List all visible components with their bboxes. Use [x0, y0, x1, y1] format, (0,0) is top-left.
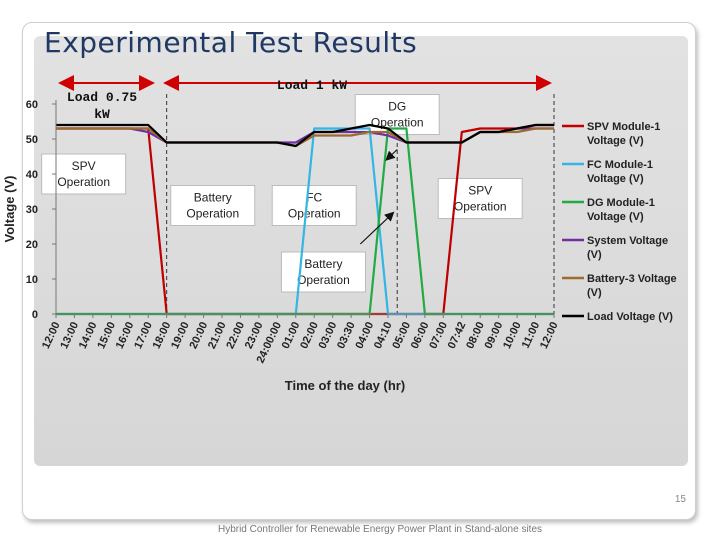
operation-label: Operation	[371, 116, 424, 130]
operation-box	[280, 251, 366, 293]
operation-label: Battery	[304, 257, 342, 271]
legend-label: Battery-3 Voltage	[587, 273, 677, 285]
load-label: Load 0.75	[67, 90, 137, 105]
operation-label: Operation	[288, 207, 341, 221]
legend-label: Voltage (V)	[587, 135, 644, 147]
page-number: 15	[674, 494, 686, 505]
operation-label: Operation	[297, 273, 350, 287]
y-tick-label: 10	[26, 274, 38, 286]
footer-text: Hybrid Controller for Renewable Energy P…	[217, 524, 543, 535]
x-tick-label: 12:00	[538, 320, 561, 351]
legend-label: FC Module-1	[587, 159, 653, 171]
legend-label: Voltage (V)	[587, 211, 644, 223]
operation-label: SPV	[72, 159, 96, 173]
legend-label: DG Module-1	[587, 197, 655, 209]
legend-label: (V)	[587, 249, 602, 261]
y-tick-label: 40	[26, 169, 38, 181]
operation-label: SPV	[468, 184, 492, 198]
y-tick-label: 0	[32, 309, 38, 321]
legend-label: System Voltage	[587, 235, 668, 247]
operation-label: Operation	[57, 175, 110, 189]
operation-label: FC	[306, 191, 322, 205]
series-line	[56, 123, 554, 148]
operation-label: Operation	[454, 200, 507, 214]
x-axis-title: Time of the day (hr)	[285, 378, 405, 393]
y-tick-label: 30	[26, 204, 38, 216]
annotation-arrow	[359, 211, 395, 245]
legend-label: (V)	[587, 287, 602, 299]
load-label: Load 1 kW	[277, 78, 347, 93]
legend-label: Voltage (V)	[587, 173, 644, 185]
operation-label: Battery	[194, 191, 232, 205]
y-tick-label: 50	[26, 134, 38, 146]
annotation-arrow	[385, 149, 398, 161]
operation-box	[170, 185, 256, 226]
operation-box	[271, 185, 357, 226]
legend-label: Load Voltage (V)	[587, 311, 673, 323]
operation-label: DG	[388, 100, 406, 114]
legend-label: SPV Module-1	[587, 121, 660, 133]
y-axis-title: Voltage (V)	[2, 176, 17, 243]
y-tick-label: 20	[26, 239, 38, 251]
load-label: kW	[94, 107, 110, 122]
operation-box	[437, 178, 523, 219]
y-tick-label: 60	[26, 99, 38, 111]
slide-title: Experimental Test Results	[44, 26, 418, 59]
operation-label: Operation	[186, 207, 239, 221]
